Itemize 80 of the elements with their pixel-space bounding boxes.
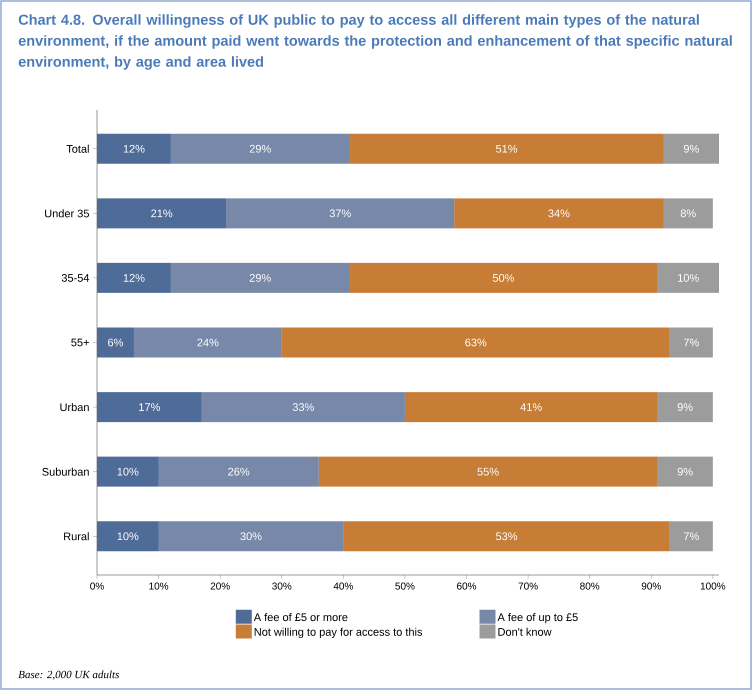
data-label: 55% [477, 468, 499, 476]
x-tick-label: 80% [580, 582, 600, 590]
bar [349, 262, 658, 293]
data-label: 50% [492, 274, 514, 282]
legend-label: A fee of up to £5 [498, 613, 578, 624]
data-label: 10% [678, 274, 699, 282]
bar [97, 262, 171, 293]
bar [454, 198, 664, 228]
data-label: 41% [520, 403, 542, 411]
data-label: 10% [118, 532, 138, 540]
data-label: 29% [250, 144, 271, 153]
data-label: 10% [118, 468, 138, 476]
bar [226, 198, 454, 228]
bar [134, 328, 282, 358]
x-tick-label: 50% [395, 582, 415, 590]
legend-label: A fee of £5 or more [254, 613, 348, 622]
bar [657, 262, 720, 293]
data-label: 9% [678, 403, 693, 411]
bar [97, 392, 202, 422]
chart-title: Chart 4.8. Overall willingness of UK public to pay to access all different main types of the natural environment, if the amount paid went towards the protection and enhancement of that specific natural environment, by age and area lived [18, 14, 732, 70]
bar [170, 262, 350, 293]
y-tick-label: Total [66, 144, 89, 153]
bar [349, 134, 664, 164]
data-label: 37% [330, 209, 351, 218]
y-tick-label: Suburban [42, 468, 89, 476]
data-label: 12% [124, 144, 145, 153]
bar [670, 328, 713, 358]
data-label: 26% [228, 468, 250, 476]
bar [97, 198, 226, 228]
x-tick-label: 30% [272, 582, 292, 590]
bar [97, 456, 159, 487]
data-label: 33% [292, 403, 314, 411]
data-label: 6% [108, 338, 124, 346]
data-label: 29% [250, 274, 271, 282]
x-tick-label: 10% [149, 582, 168, 590]
bar [664, 134, 720, 164]
data-label: 17% [139, 403, 160, 411]
bar [657, 392, 713, 422]
bar [158, 521, 344, 552]
legend-label: Not willing to pay for access to this [254, 628, 422, 638]
data-label: 7% [684, 532, 699, 540]
y-tick-label: Under 35 [45, 209, 89, 218]
data-label: 8% [680, 209, 696, 218]
bar [97, 521, 159, 552]
text: Base: 2,000 UK adults [18, 670, 120, 680]
x-tick-label: 60% [457, 582, 476, 590]
y-tick-label: Rural [64, 532, 89, 540]
x-tick-label: 40% [334, 582, 353, 590]
x-tick-label: 70% [518, 582, 538, 590]
legend-label: Don't know [498, 628, 552, 636]
y-tick-label: 35-54 [62, 274, 90, 282]
bar [404, 392, 658, 422]
x-tick-label: 0% [90, 582, 104, 590]
data-label: 24% [197, 338, 218, 346]
bar [670, 521, 713, 552]
data-label: 53% [496, 532, 518, 540]
x-tick-label: 90% [642, 582, 661, 590]
bar [664, 198, 713, 228]
bar [97, 134, 171, 164]
data-label: 34% [548, 209, 570, 218]
x-tick-label: 20% [210, 582, 230, 590]
bar [202, 392, 405, 422]
data-label: 63% [465, 338, 486, 346]
data-label: 51% [496, 144, 518, 153]
bar [170, 134, 350, 164]
y-tick-label: Urban [60, 403, 89, 412]
x-tick-label: 100% [700, 582, 726, 590]
data-label: 9% [678, 468, 693, 476]
data-label: 30% [240, 532, 262, 540]
data-label: 12% [124, 274, 145, 282]
data-label: 7% [684, 338, 699, 346]
bar [318, 456, 658, 487]
data-label: 9% [684, 144, 699, 153]
bar [657, 456, 713, 487]
data-label: 21% [151, 209, 172, 218]
bar [97, 328, 134, 358]
bar [343, 521, 670, 552]
bar [158, 456, 319, 487]
bar [282, 328, 670, 358]
y-tick-label: 55+ [71, 338, 89, 346]
